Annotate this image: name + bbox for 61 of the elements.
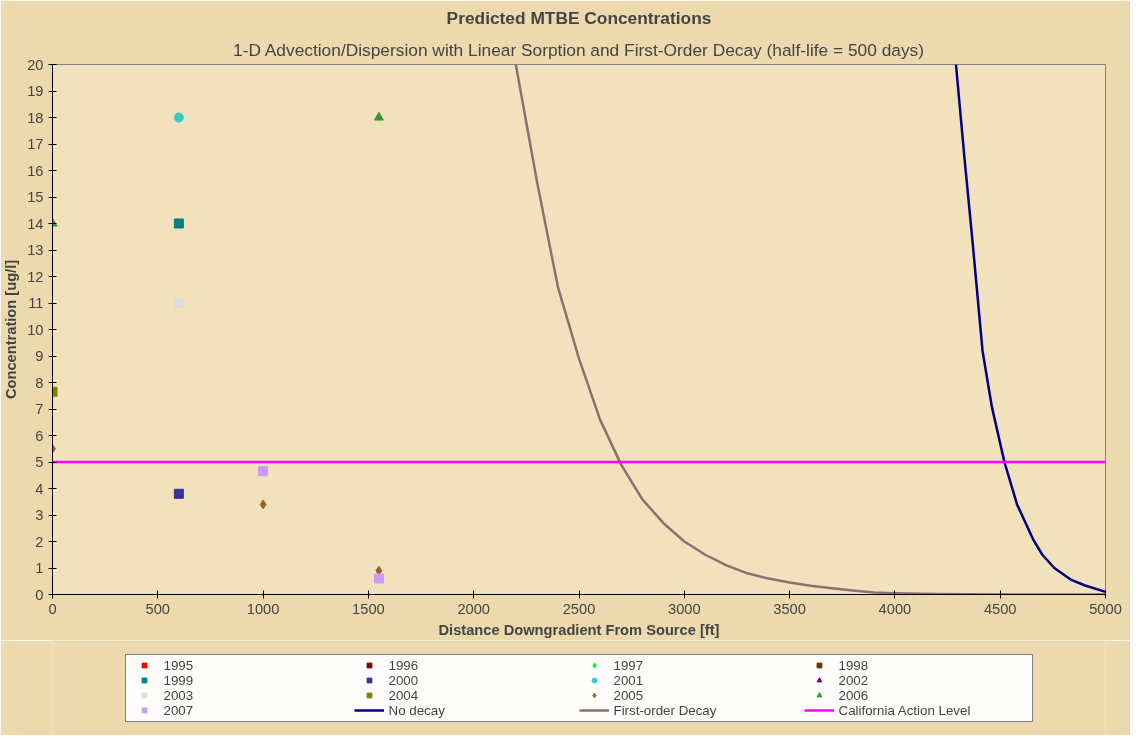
line-series (514, 64, 1106, 595)
y-tick-label: 11 (28, 295, 44, 311)
legend-label: 1995 (163, 657, 195, 673)
y-tick-label: 16 (27, 162, 44, 179)
y-tick-label: 14 (27, 215, 44, 232)
x-tick-label: 4000 (878, 600, 912, 617)
chart-title: Predicted MTBE Concentrations (446, 7, 712, 28)
legend-label: 2001 (613, 672, 645, 688)
legend-label: 2002 (838, 672, 870, 688)
y-tick-label: 15 (27, 189, 44, 205)
y-tick-label: 10 (27, 321, 44, 338)
legend-label: First-order Decay (613, 702, 718, 718)
y-tick-label: 17 (27, 136, 44, 152)
point (173, 218, 184, 229)
point (173, 112, 184, 123)
legend-label: 2005 (613, 687, 645, 703)
legend-label: 1999 (163, 672, 195, 688)
x-tick-label: 0 (48, 600, 57, 617)
point (259, 499, 267, 510)
y-tick-label: 6 (35, 427, 44, 444)
y-tick-label: 7 (35, 401, 44, 417)
y-tick-label: 20 (27, 56, 44, 73)
legend-label: 2000 (388, 672, 420, 688)
x-tick-label: 1000 (246, 600, 280, 617)
y-tick-label: 18 (27, 109, 44, 126)
point (373, 573, 384, 584)
point (173, 298, 184, 308)
y-tick-label: 1 (35, 560, 44, 576)
legend-label: 1996 (388, 657, 420, 673)
chart-subtitle: 1-D Advection/Dispersion with Linear Sorption and First-Order Decay (half-life = 500 days) (233, 39, 925, 60)
x-tick-label: 2000 (457, 600, 491, 617)
legend-label: 2006 (838, 687, 870, 703)
x-tick-label: 1500 (352, 600, 385, 617)
x-tick-label: 3000 (668, 600, 701, 617)
y-tick-label: 19 (27, 83, 44, 99)
y-tick-label: 8 (35, 374, 44, 391)
point (173, 488, 184, 499)
x-tick-label: 500 (145, 600, 171, 617)
x-tick-label: 5000 (1089, 600, 1122, 617)
x-tick-label: 2500 (562, 600, 596, 617)
y-tick-label: 3 (35, 507, 44, 523)
legend-label: 1997 (613, 657, 645, 673)
legend-label: 2004 (388, 687, 420, 703)
y-tick-label: 4 (35, 480, 44, 497)
y-axis-title: Concentration [ug/l] (3, 259, 20, 400)
y-tick-label: 9 (35, 348, 44, 364)
y-tick-label: 5 (35, 454, 44, 470)
x-tick-label: 4500 (983, 600, 1017, 617)
y-tick-label: 13 (27, 242, 44, 258)
legend-label: 1998 (838, 657, 870, 673)
legend-label: 2003 (163, 687, 195, 703)
legend-label: No decay (388, 702, 446, 718)
line-series (954, 64, 1106, 594)
y-tick-label: 12 (27, 268, 44, 285)
point (258, 466, 269, 477)
y-tick-label: 2 (35, 533, 44, 550)
legend-label: 2007 (163, 702, 195, 718)
x-axis-title: Distance Downgradient From Source [ft] (438, 621, 720, 638)
y-tick-label: 0 (35, 586, 44, 603)
x-tick-label: 3500 (773, 600, 806, 617)
legend-label: California Action Level (838, 702, 972, 718)
